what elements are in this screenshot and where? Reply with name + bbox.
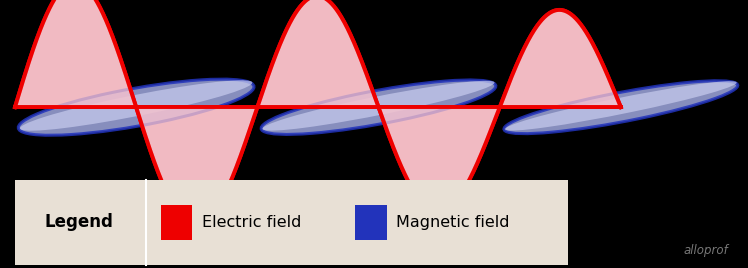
FancyBboxPatch shape — [15, 180, 568, 265]
Ellipse shape — [20, 80, 252, 131]
Ellipse shape — [261, 80, 496, 135]
Text: alloprof: alloprof — [684, 244, 729, 257]
Ellipse shape — [504, 81, 738, 134]
Text: Magnetic field: Magnetic field — [396, 215, 510, 230]
FancyBboxPatch shape — [355, 205, 387, 240]
FancyBboxPatch shape — [161, 205, 192, 240]
Text: Electric field: Electric field — [202, 215, 301, 230]
Text: Legend: Legend — [44, 213, 113, 232]
Ellipse shape — [263, 81, 494, 131]
Ellipse shape — [505, 81, 737, 131]
Ellipse shape — [18, 79, 254, 135]
